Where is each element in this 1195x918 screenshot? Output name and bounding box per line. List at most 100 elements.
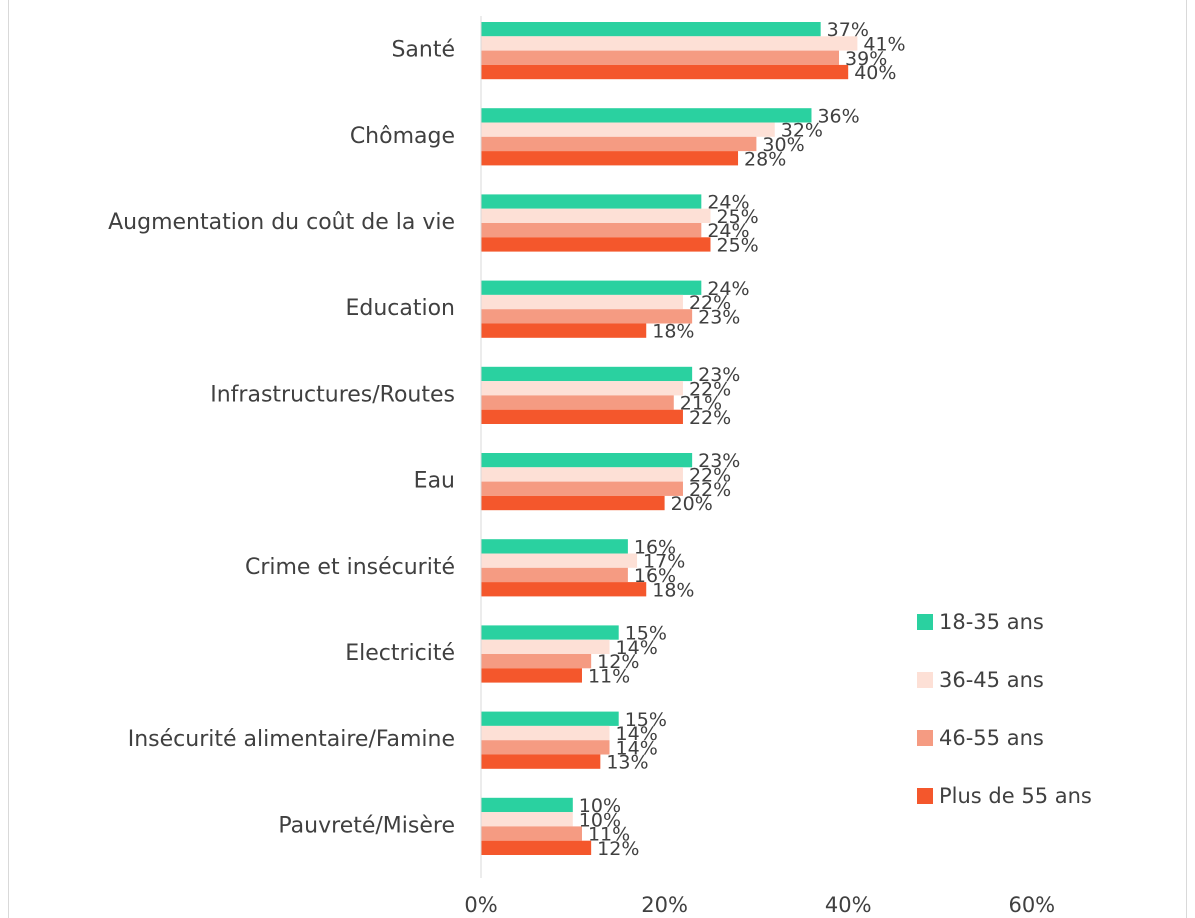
bar bbox=[481, 797, 573, 813]
bar bbox=[481, 467, 683, 482]
bar bbox=[481, 323, 647, 338]
bar bbox=[481, 840, 592, 855]
bar bbox=[481, 366, 693, 382]
legend-label: 46-55 ans bbox=[939, 726, 1044, 750]
value-label: 20% bbox=[671, 493, 713, 515]
legend-swatch bbox=[917, 730, 933, 746]
value-label: 25% bbox=[717, 206, 759, 228]
bar bbox=[481, 194, 702, 209]
category-labels: Santé Chômage Augmentation du coût de la v… bbox=[108, 38, 455, 839]
value-label: 36% bbox=[817, 105, 859, 127]
value-label: 22% bbox=[689, 378, 731, 400]
legend-label: 18-35 ans bbox=[939, 610, 1044, 634]
bar bbox=[481, 208, 711, 223]
x-tick-label: 40% bbox=[825, 893, 872, 917]
bar bbox=[481, 725, 610, 741]
value-label: 30% bbox=[762, 134, 804, 156]
value-label: 15% bbox=[625, 709, 667, 731]
value-label: 22% bbox=[689, 464, 731, 486]
bar bbox=[481, 409, 683, 424]
value-label: 12% bbox=[597, 838, 639, 860]
bar bbox=[481, 108, 812, 123]
bar bbox=[481, 567, 628, 583]
value-labels: 37%36%24%24%23%23%16%15%15%10%41%32%25%2… bbox=[579, 19, 906, 860]
chart-frame bbox=[8, 0, 1187, 918]
bar bbox=[481, 151, 739, 166]
value-label: 16% bbox=[634, 536, 676, 558]
category-label: Augmentation du coût de la vie bbox=[108, 210, 455, 235]
category-label: Insécurité alimentaire/Famine bbox=[128, 727, 455, 752]
legend-swatch bbox=[917, 788, 933, 804]
value-label: 10% bbox=[579, 809, 621, 831]
legend: 18-35 ans 36-45 ans 46-55 ans Plus de 55 an… bbox=[917, 610, 1092, 808]
category-label: Santé bbox=[391, 38, 455, 63]
value-label: 32% bbox=[781, 120, 823, 142]
x-tick-label: 0% bbox=[464, 893, 497, 917]
value-label: 22% bbox=[689, 292, 731, 314]
value-label: 11% bbox=[588, 824, 630, 846]
bar bbox=[481, 36, 858, 51]
x-tick-label: 20% bbox=[641, 893, 688, 917]
bar bbox=[481, 654, 592, 669]
value-label: 12% bbox=[597, 651, 639, 673]
value-label: 24% bbox=[707, 278, 749, 300]
bar bbox=[481, 582, 647, 597]
bar bbox=[481, 639, 610, 654]
category-label: Crime et insécurité bbox=[245, 555, 455, 580]
bar bbox=[481, 754, 601, 769]
category-label: Infrastructures/Routes bbox=[210, 382, 455, 407]
value-label: 14% bbox=[616, 723, 658, 745]
bar bbox=[481, 539, 628, 554]
legend-swatch bbox=[917, 614, 933, 630]
legend-swatch bbox=[917, 672, 933, 688]
value-label: 17% bbox=[643, 551, 685, 573]
bar bbox=[481, 22, 821, 37]
axis: 0% 20% 40% 60% bbox=[464, 16, 1055, 917]
value-label: 39% bbox=[845, 48, 887, 70]
bar bbox=[481, 381, 683, 396]
bar bbox=[481, 553, 638, 568]
category-label: Eau bbox=[414, 469, 455, 494]
bar bbox=[481, 453, 693, 468]
bar bbox=[481, 625, 619, 640]
value-label: 23% bbox=[698, 364, 740, 386]
bar bbox=[481, 122, 775, 137]
value-label: 15% bbox=[625, 623, 667, 645]
value-label: 13% bbox=[606, 752, 648, 774]
bar bbox=[481, 668, 582, 683]
bar bbox=[481, 50, 840, 65]
value-label: 24% bbox=[707, 192, 749, 214]
bar bbox=[481, 826, 582, 841]
bar bbox=[481, 223, 702, 238]
value-label: 22% bbox=[689, 407, 731, 429]
legend-label: Plus de 55 ans bbox=[939, 784, 1092, 808]
bar bbox=[481, 495, 665, 511]
value-label: 22% bbox=[689, 479, 731, 501]
value-label: 10% bbox=[579, 795, 621, 817]
value-label: 18% bbox=[652, 321, 694, 343]
value-label: 11% bbox=[588, 665, 630, 687]
value-label: 23% bbox=[698, 450, 740, 472]
value-label: 25% bbox=[717, 234, 759, 256]
x-tick-label: 60% bbox=[1008, 893, 1055, 917]
bar bbox=[481, 711, 619, 726]
bar bbox=[481, 64, 849, 80]
value-label: 40% bbox=[854, 62, 896, 84]
category-label: Pauvreté/Misère bbox=[278, 813, 455, 838]
bar bbox=[481, 280, 702, 295]
category-label: Electricité bbox=[345, 641, 455, 666]
bar bbox=[481, 812, 573, 827]
bar bbox=[481, 136, 757, 152]
value-label: 28% bbox=[744, 148, 786, 170]
bar bbox=[481, 481, 683, 496]
value-label: 21% bbox=[680, 393, 722, 415]
category-label: Education bbox=[345, 296, 455, 321]
category-label: Chômage bbox=[350, 124, 455, 149]
value-label: 14% bbox=[616, 637, 658, 659]
bar bbox=[481, 740, 610, 755]
legend-label: 36-45 ans bbox=[939, 668, 1044, 692]
bar bbox=[481, 309, 693, 324]
bar bbox=[481, 237, 711, 252]
bar bbox=[481, 395, 674, 410]
